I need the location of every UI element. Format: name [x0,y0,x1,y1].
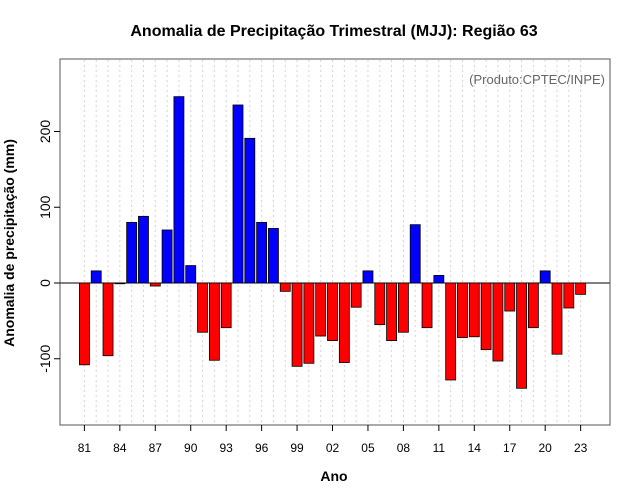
bar-1986 [138,215,149,284]
bar-2021 [551,282,563,355]
x-tick-label: 23 [574,441,588,455]
x-tick-label: 11 [433,441,446,455]
x-tick-label: 90 [184,441,198,455]
bar-2001 [315,282,327,337]
bar-2010 [421,282,433,329]
x-tick-label: 02 [326,441,340,455]
bar-2018 [516,282,527,389]
x-tick-label: 20 [539,441,553,455]
bar-2013 [457,282,468,338]
bar-1987 [149,282,161,287]
bar-1993 [220,282,232,329]
bar-1989 [173,96,185,284]
bar-2017 [504,282,516,312]
y-axis-title: Anomalia de precipitação (mm) [1,139,17,347]
bar-1990 [185,265,197,284]
y-tick-label: 100 [37,195,53,219]
bar-1988 [161,229,173,284]
bar-1999 [291,282,303,367]
bars [79,96,587,389]
bar-2002 [327,282,338,341]
bar-2016 [492,282,504,362]
bar-2022 [563,282,575,309]
x-axis: 81 84 87 90 93 96 99 02 05 08 11 14 17 20 23 [78,425,588,455]
bar-2007 [386,282,397,341]
bar-1995 [244,137,256,284]
x-tick-label: 93 [220,441,234,455]
x-tick-label: 17 [503,441,517,455]
x-tick-label: 05 [361,441,375,455]
plot-frame [59,58,611,426]
bar-2014 [468,282,480,338]
x-tick-label: 14 [468,441,482,455]
x-axis-title: Ano [320,468,347,484]
bar-2004 [350,282,362,308]
bar-1991 [197,282,208,333]
y-tick-label: -100 [37,345,53,373]
bar-2009 [409,224,421,284]
x-tick-label: 96 [255,441,269,455]
y-axis: -100 0 100 200 [37,120,60,373]
bar-2006 [374,282,386,326]
x-tick-label: 99 [290,441,304,455]
x-tick-label: 08 [397,441,411,455]
source-annotation: (Produto:CPTEC/INPE) [469,72,605,87]
bar-2015 [480,282,492,351]
bar-2000 [303,282,315,364]
bar-2011 [433,275,445,284]
bar-1983 [102,282,114,357]
bar-1992 [208,282,220,361]
bar-1984 [114,282,126,285]
chart-title: Anomalia de Precipitação Trimestral (MJJ… [130,23,537,40]
bar-1985 [126,221,138,284]
x-tick-label: 87 [149,441,163,455]
bar-1981 [79,282,90,366]
bar-1998 [279,282,291,292]
y-tick-label: 200 [37,120,53,144]
y-tick-label: 0 [37,279,53,287]
x-tick-label: 81 [78,441,92,455]
grid-lines [83,60,582,424]
bar-1997 [268,228,279,284]
bar-2003 [338,282,350,363]
bar-2005 [362,270,374,284]
x-tick-label: 84 [113,441,127,455]
bar-1994 [232,104,244,284]
bar-2020 [539,270,551,284]
bar-2012 [445,282,457,381]
bar-1996 [256,221,268,284]
bar-1982 [90,270,102,284]
bar-2008 [398,282,409,333]
bar-2019 [527,282,539,329]
bar-2023 [575,282,587,295]
